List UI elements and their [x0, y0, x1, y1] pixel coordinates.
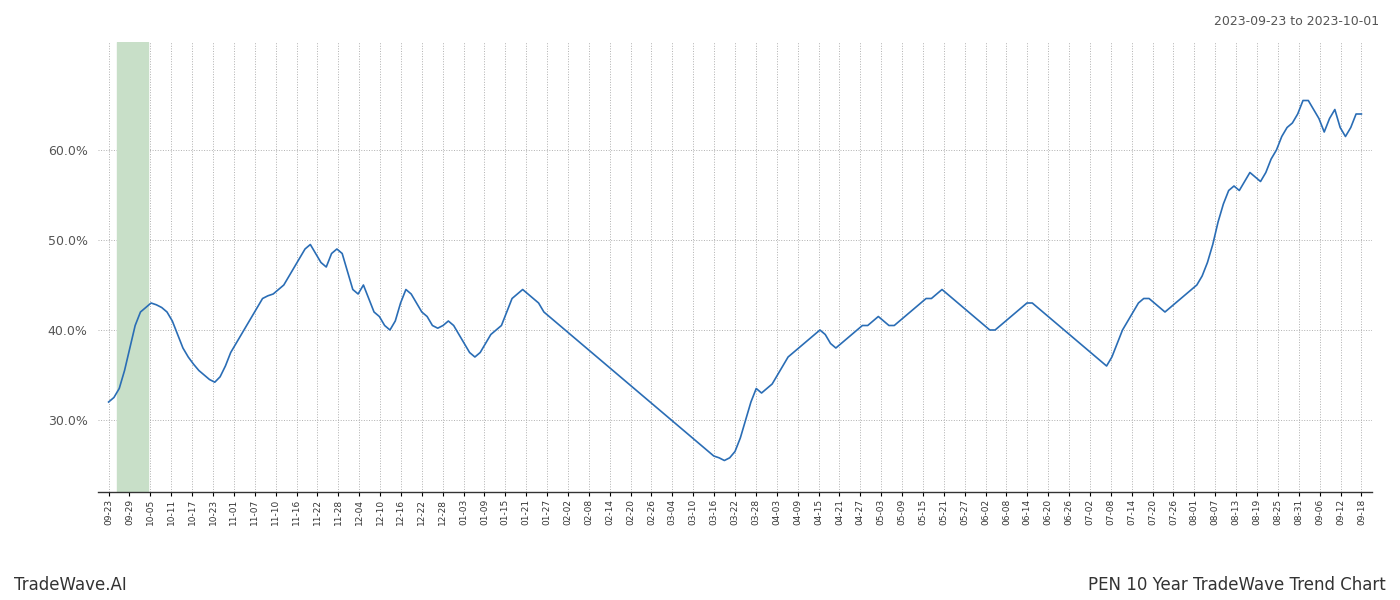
Text: TradeWave.AI: TradeWave.AI	[14, 576, 127, 594]
Bar	[116, 42, 148, 492]
Text: 2023-09-23 to 2023-10-01: 2023-09-23 to 2023-10-01	[1214, 15, 1379, 28]
Text: PEN 10 Year TradeWave Trend Chart: PEN 10 Year TradeWave Trend Chart	[1088, 576, 1386, 594]
